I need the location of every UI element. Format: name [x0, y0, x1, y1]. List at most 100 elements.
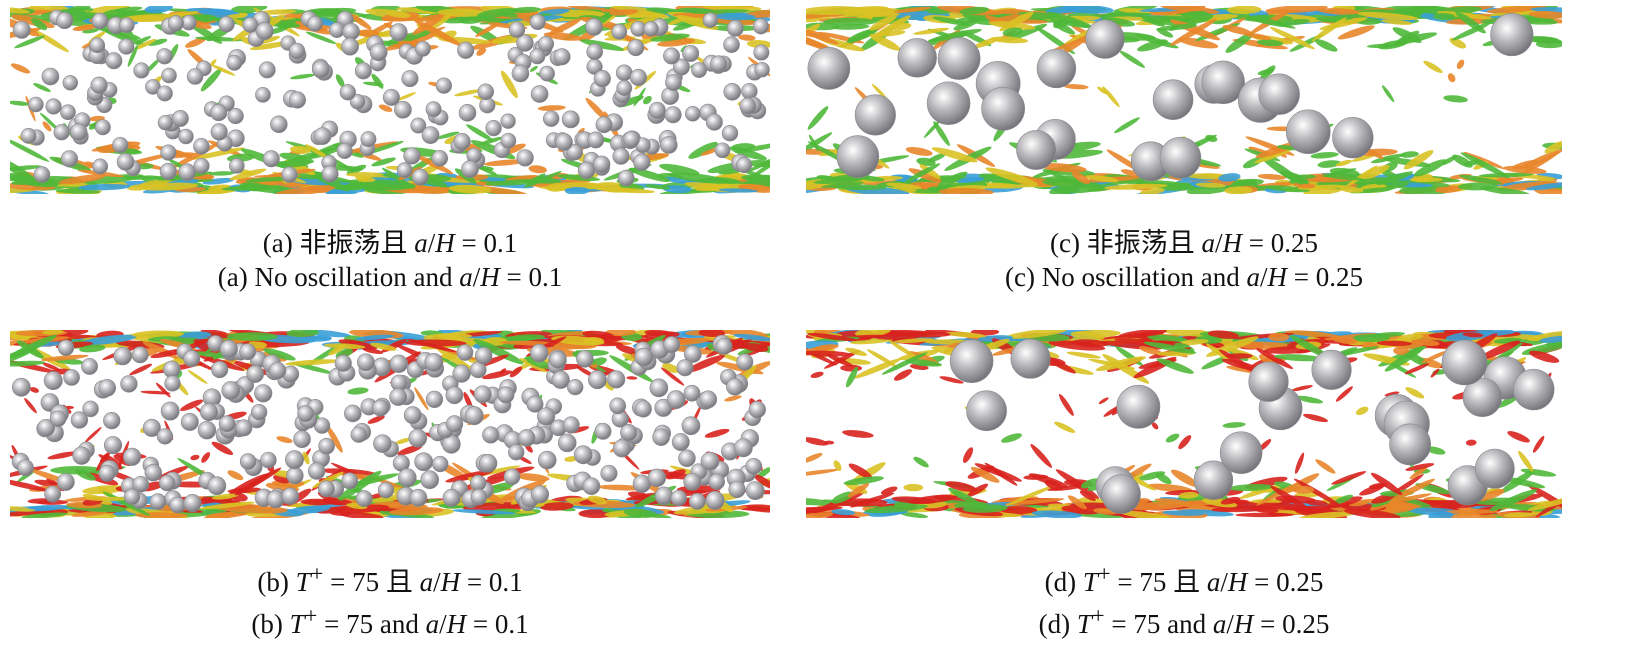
particle-sphere: [160, 144, 177, 161]
vortex-structure: [445, 470, 494, 483]
vortex-structure: [905, 146, 933, 156]
particle-sphere: [517, 429, 536, 447]
vortex-structure: [33, 29, 70, 53]
vortex-structure: [1228, 484, 1274, 492]
vortex-structure: [148, 38, 168, 46]
particle-sphere: [321, 165, 339, 183]
particle-sphere: [643, 21, 659, 37]
particle-sphere: [594, 422, 612, 440]
particle-sphere: [336, 142, 353, 159]
vortex-structure: [1225, 32, 1254, 53]
particle-sphere: [733, 438, 753, 458]
wall-vortex: [1178, 339, 1209, 346]
wall-vortex: [448, 184, 492, 194]
wall-vortex: [1479, 186, 1530, 194]
vortex-structure: [1329, 167, 1360, 177]
particle-sphere: [123, 488, 141, 505]
vortex-structure: [887, 339, 923, 363]
particle-sphere: [478, 454, 498, 473]
particle-sphere: [371, 399, 389, 417]
wall-vortex: [832, 184, 887, 191]
vortex-structure: [1114, 117, 1140, 134]
particle-sphere: [1193, 460, 1234, 500]
wall-vortex: [1195, 182, 1226, 188]
wall-vortex: [1071, 339, 1109, 348]
vortex-structure: [1119, 50, 1145, 68]
vortex-structure: [1449, 37, 1467, 49]
particle-sphere: [403, 147, 421, 165]
vortex-structure: [1256, 348, 1294, 370]
particle-sphere: [396, 162, 413, 178]
vortex-structure: [1222, 24, 1253, 36]
vortex-structure: [305, 31, 337, 45]
wall-vortex: [1486, 6, 1547, 14]
particle-sphere: [41, 67, 60, 86]
vortex-structure: [40, 354, 89, 362]
vortex-structure: [933, 121, 950, 146]
particle-sphere: [62, 75, 79, 91]
vortex-structure: [1270, 485, 1310, 511]
wall-vortex: [411, 186, 456, 194]
vortex-structure: [1393, 346, 1410, 356]
vortex-structure: [1319, 17, 1368, 30]
particle-sphere: [582, 477, 601, 496]
particle-sphere: [542, 110, 560, 127]
wall-vortex: [78, 183, 131, 191]
vortex-structure: [370, 342, 397, 351]
wall-vortex: [86, 6, 131, 15]
wall-vortex: [893, 338, 935, 343]
particle-sphere: [210, 123, 228, 141]
vortex-structure: [724, 395, 742, 402]
wall-vortex: [745, 9, 770, 18]
particle-sphere: [503, 468, 521, 486]
wall-vortex: [564, 187, 590, 194]
particle-sphere: [1085, 19, 1125, 59]
particle-sphere: [425, 101, 442, 118]
particle-sphere: [1201, 60, 1245, 105]
vortex-structure: [1456, 59, 1465, 69]
particle-sphere: [620, 423, 638, 442]
particle-sphere: [676, 359, 694, 377]
particle-sphere: [186, 68, 204, 85]
particle-sphere: [670, 489, 687, 507]
particle-sphere: [754, 62, 770, 78]
particle-sphere: [607, 370, 626, 389]
particle-sphere: [1462, 377, 1503, 418]
vortex-structure: [945, 481, 977, 492]
wall-vortex: [1352, 334, 1391, 343]
vortex-structure: [1452, 154, 1473, 168]
vortex-structure: [454, 89, 484, 97]
panel-a-caption: (a) 非振荡且 a/H = 0.1 (a) No oscillation an…: [10, 226, 770, 294]
vortex-structure: [1520, 468, 1557, 477]
particle-sphere: [663, 47, 680, 65]
vortex-structure: [1141, 15, 1165, 27]
particle-sphere: [239, 453, 257, 470]
vortex-structure: [1256, 482, 1300, 506]
vortex-structure: [210, 64, 236, 76]
particle-sphere: [420, 470, 440, 490]
particle-sphere: [1490, 12, 1534, 57]
particle-sphere: [11, 377, 31, 397]
vortex-structure: [908, 168, 943, 183]
particle-sphere: [721, 125, 739, 142]
vortex-structure: [212, 493, 239, 500]
particle-sphere: [511, 64, 530, 83]
wall-vortex: [113, 6, 143, 13]
particle-sphere: [226, 54, 243, 71]
particle-sphere: [600, 464, 618, 482]
particle-sphere: [72, 446, 91, 465]
vortex-structure: [1257, 68, 1275, 75]
wall-vortex: [1411, 338, 1440, 346]
vortex-structure: [371, 157, 396, 167]
particle-sphere: [394, 100, 412, 119]
particle-sphere: [266, 490, 285, 509]
panel-c-caption-cn: (c) 非振荡且 a/H = 0.25: [1050, 228, 1318, 258]
particle-sphere: [56, 12, 74, 30]
vortex-structure: [1151, 422, 1159, 430]
particle-sphere: [1285, 109, 1331, 155]
vortex-structure: [1544, 140, 1562, 154]
vortex-structure: [738, 34, 756, 41]
particle-sphere: [508, 444, 525, 461]
vortex-structure: [1370, 472, 1403, 495]
particle-sphere: [60, 104, 76, 121]
